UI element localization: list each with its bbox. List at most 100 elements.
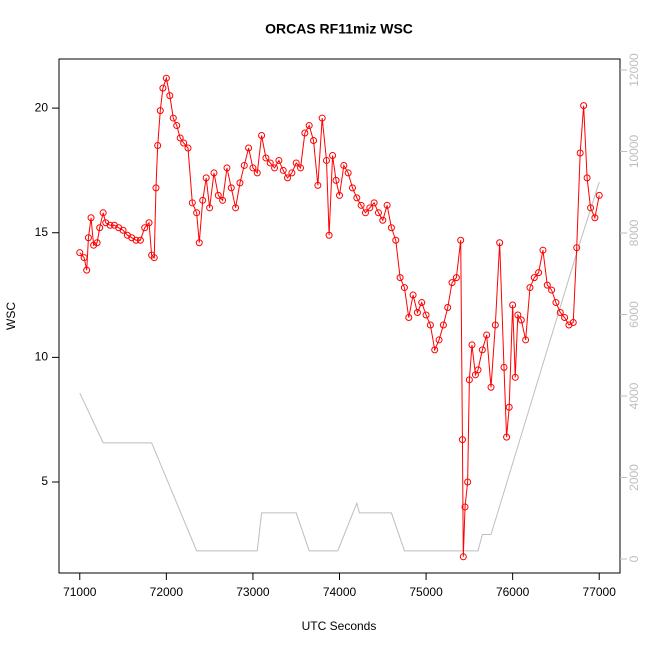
x-tick-label: 71000 <box>63 585 97 599</box>
data-point <box>188 199 196 207</box>
data-point <box>422 311 430 319</box>
data-point <box>580 102 588 110</box>
data-point <box>418 299 426 307</box>
data-point <box>87 214 95 222</box>
data-point <box>80 254 88 262</box>
data-point <box>262 154 270 162</box>
data-point <box>236 179 244 187</box>
data-point <box>468 341 476 349</box>
y-tick-label: 20 <box>35 100 49 114</box>
data-point <box>587 204 595 212</box>
data-point <box>132 236 140 244</box>
y-tick-label: 15 <box>35 225 49 239</box>
data-point <box>505 403 513 411</box>
data-point <box>491 321 499 329</box>
data-point <box>361 209 369 217</box>
data-point <box>323 156 331 164</box>
data-point <box>591 214 599 222</box>
data-point <box>465 376 473 384</box>
data-point <box>548 286 556 294</box>
data-point <box>332 176 340 184</box>
data-point <box>409 291 417 299</box>
x-tick-label: 72000 <box>150 585 184 599</box>
y2-tick-label: 12000 <box>627 53 641 87</box>
data-point <box>366 204 374 212</box>
data-point <box>458 436 466 444</box>
data-point <box>176 134 184 142</box>
data-point <box>227 184 235 192</box>
data-point <box>576 149 584 157</box>
y2-tick-label: 4000 <box>627 382 641 409</box>
data-point <box>344 169 352 177</box>
data-point <box>318 114 326 122</box>
data-point <box>457 236 465 244</box>
data-point <box>162 74 170 82</box>
data-point <box>310 137 318 145</box>
data-point <box>258 132 266 140</box>
data-point <box>84 234 92 242</box>
data-point <box>223 164 231 172</box>
data-point <box>569 318 577 326</box>
data-point <box>271 164 279 172</box>
y-tick-label: 10 <box>35 350 49 364</box>
x-tick-label: 77000 <box>583 585 617 599</box>
data-point <box>392 236 400 244</box>
data-point <box>478 346 486 354</box>
data-point <box>288 169 296 177</box>
data-point <box>119 226 127 234</box>
data-point <box>500 363 508 371</box>
data-point <box>279 166 287 174</box>
data-point <box>253 169 261 177</box>
data-point <box>413 309 421 317</box>
data-point <box>448 279 456 287</box>
data-point <box>431 346 439 354</box>
y2-tick-label: 6000 <box>627 301 641 328</box>
data-point <box>206 204 214 212</box>
data-point <box>396 274 404 282</box>
data-point <box>370 199 378 207</box>
data-point <box>214 191 222 199</box>
data-point <box>552 299 560 307</box>
data-point <box>383 201 391 209</box>
data-point <box>595 191 603 199</box>
data-point <box>136 236 144 244</box>
data-point <box>210 169 218 177</box>
data-point <box>202 174 210 182</box>
series-line <box>79 181 600 552</box>
data-point <box>266 159 274 167</box>
data-point <box>156 107 164 115</box>
data-point <box>325 231 333 239</box>
x-axis-label: UTC Seconds <box>302 619 377 633</box>
data-point <box>195 239 203 247</box>
y-tick-label: 5 <box>41 474 48 488</box>
data-point <box>275 156 283 164</box>
data-point <box>474 366 482 374</box>
x-tick-label: 73000 <box>236 585 270 599</box>
data-point <box>583 174 591 182</box>
data-point <box>503 433 511 441</box>
data-point <box>439 321 447 329</box>
plot-frame <box>58 58 621 574</box>
data-point <box>405 313 413 321</box>
y2-tick-label: 8000 <box>627 219 641 246</box>
data-point <box>511 373 519 381</box>
data-point <box>535 269 543 277</box>
data-point <box>152 184 160 192</box>
data-point <box>145 219 153 227</box>
data-point <box>444 304 452 312</box>
data-point <box>292 159 300 167</box>
data-point <box>76 249 84 257</box>
data-point <box>199 196 207 204</box>
data-point <box>452 274 460 282</box>
x-tick-label: 75000 <box>409 585 443 599</box>
series-line <box>79 76 600 557</box>
data-point <box>509 301 517 309</box>
data-point <box>348 184 356 192</box>
data-point <box>141 224 149 232</box>
data-point <box>232 204 240 212</box>
y2-tick-label: 0 <box>627 555 641 562</box>
data-point <box>487 383 495 391</box>
data-point <box>159 84 167 92</box>
data-point <box>357 201 365 209</box>
